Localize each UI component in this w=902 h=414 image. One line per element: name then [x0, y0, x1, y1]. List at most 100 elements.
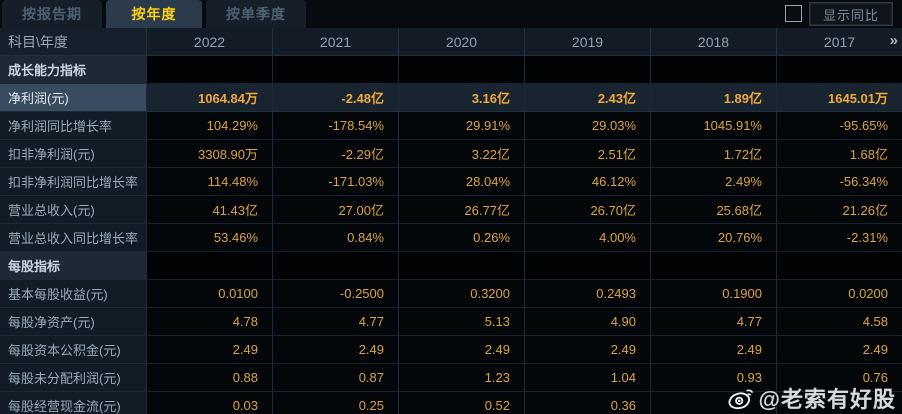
year-header-2020: 2020 — [398, 28, 524, 56]
cell-value: 0.1900 — [650, 280, 776, 308]
cell-value: -178.54% — [272, 112, 398, 140]
cell-value: -95.65% — [776, 112, 902, 140]
cell-value: 4.58 — [776, 308, 902, 336]
cell-value: 1.23 — [398, 364, 524, 392]
cell-value — [650, 56, 776, 84]
cell-value: 2.51亿 — [524, 140, 650, 168]
row-label: 每股未分配利润(元) — [0, 364, 146, 392]
cell-value: 0.0100 — [146, 280, 272, 308]
cell-value: 4.78 — [146, 308, 272, 336]
row-label: 扣非净利润(元) — [0, 140, 146, 168]
cell-value: 2.43亿 — [524, 84, 650, 112]
show-yoy-button[interactable]: 显示同比 — [808, 2, 894, 26]
cell-value — [272, 252, 398, 280]
table-row: 扣非净利润同比增长率 114.48% -171.03% 28.04% 46.12% 2.4… — [0, 168, 902, 196]
cell-value: 29.03% — [524, 112, 650, 140]
cell-value — [650, 392, 776, 414]
table-row: 净利润同比增长率 104.29% -178.54% 29.91% 29.03% 1045.… — [0, 112, 902, 140]
tabbar-spacer — [306, 0, 785, 28]
finance-table: 科目\年度 2022 2021 2020 2019 2018 2017» 成长能力指标 净利… — [0, 28, 902, 414]
more-years-icon[interactable]: » — [889, 32, 898, 49]
corner-header: 科目\年度 — [0, 28, 146, 56]
table-row: 每股未分配利润(元) 0.88 0.87 1.23 1.04 0.93 0.76 — [0, 364, 902, 392]
section-row: 成长能力指标 — [0, 56, 902, 84]
cell-value: 28.04% — [398, 168, 524, 196]
row-label: 营业总收入(元) — [0, 196, 146, 224]
cell-value: 25.68亿 — [650, 196, 776, 224]
cell-value — [650, 252, 776, 280]
cell-value: 4.90 — [524, 308, 650, 336]
cell-value: 0.36 — [524, 392, 650, 414]
cell-value — [398, 252, 524, 280]
cell-value: 4.77 — [650, 308, 776, 336]
year-header-2022: 2022 — [146, 28, 272, 56]
year-header-2017: 2017» — [776, 28, 902, 56]
table-row: 营业总收入同比增长率 53.46% 0.84% 0.26% 4.00% 20.76% -2.… — [0, 224, 902, 252]
row-label: 净利润(元) — [0, 84, 146, 112]
cell-value: 0.93 — [650, 364, 776, 392]
cell-value — [776, 252, 902, 280]
cell-value: -2.31% — [776, 224, 902, 252]
show-yoy-checkbox[interactable] — [784, 5, 802, 22]
table-row: 每股净资产(元) 4.78 4.77 5.13 4.90 4.77 4.58 — [0, 308, 902, 336]
cell-value: -2.29亿 — [272, 140, 398, 168]
cell-value: 3.22亿 — [398, 140, 524, 168]
cell-value — [398, 56, 524, 84]
cell-value: 0.52 — [398, 392, 524, 414]
row-label: 每股净资产(元) — [0, 308, 146, 336]
cell-value: 0.26% — [398, 224, 524, 252]
cell-value — [776, 392, 902, 414]
cell-value: 0.2493 — [524, 280, 650, 308]
cell-value — [146, 56, 272, 84]
cell-value: 0.87 — [272, 364, 398, 392]
cell-value: 1.72亿 — [650, 140, 776, 168]
cell-value: 1064.84万 — [146, 84, 272, 112]
cell-value: 114.48% — [146, 168, 272, 196]
table-row: 营业总收入(元) 41.43亿 27.00亿 26.77亿 26.70亿 25.68亿 21… — [0, 196, 902, 224]
section-row: 每股指标 — [0, 252, 902, 280]
table-row: 每股经营现金流(元) 0.03 0.25 0.52 0.36 — [0, 392, 902, 414]
cell-value: 5.13 — [398, 308, 524, 336]
cell-value: 0.25 — [272, 392, 398, 414]
cell-value: 104.29% — [146, 112, 272, 140]
cell-value — [776, 56, 902, 84]
cell-value: 3308.90万 — [146, 140, 272, 168]
row-label: 营业总收入同比增长率 — [0, 224, 146, 252]
row-label: 成长能力指标 — [0, 56, 146, 84]
cell-value: 1.68亿 — [776, 140, 902, 168]
cell-value — [524, 56, 650, 84]
cell-value: 2.49% — [650, 168, 776, 196]
row-label: 每股经营现金流(元) — [0, 392, 146, 414]
tab-quarterly[interactable]: 按单季度 — [206, 0, 306, 28]
cell-value: 2.49 — [398, 336, 524, 364]
cell-value: 3.16亿 — [398, 84, 524, 112]
table-row: 基本每股收益(元) 0.0100 -0.2500 0.3200 0.2493 0.1900… — [0, 280, 902, 308]
cell-value: 0.03 — [146, 392, 272, 414]
cell-value: 1.89亿 — [650, 84, 776, 112]
tab-report-period[interactable]: 按报告期 — [2, 0, 102, 28]
year-header-2021: 2021 — [272, 28, 398, 56]
cell-value: 21.26亿 — [776, 196, 902, 224]
table-row: 扣非净利润(元) 3308.90万 -2.29亿 3.22亿 2.51亿 1.72亿 1.6… — [0, 140, 902, 168]
year-header-2019: 2019 — [524, 28, 650, 56]
cell-value: 1645.01万 — [776, 84, 902, 112]
cell-value: 20.76% — [650, 224, 776, 252]
table-header-row: 科目\年度 2022 2021 2020 2019 2018 2017» — [0, 28, 902, 56]
cell-value: 0.3200 — [398, 280, 524, 308]
cell-value: 27.00亿 — [272, 196, 398, 224]
cell-value: 0.84% — [272, 224, 398, 252]
cell-value: 4.77 — [272, 308, 398, 336]
tab-annual[interactable]: 按年度 — [106, 0, 202, 28]
table-row: 每股资本公积金(元) 2.49 2.49 2.49 2.49 2.49 2.49 — [0, 336, 902, 364]
cell-value: 26.70亿 — [524, 196, 650, 224]
cell-value: 46.12% — [524, 168, 650, 196]
row-label: 净利润同比增长率 — [0, 112, 146, 140]
cell-value — [524, 252, 650, 280]
row-label: 每股资本公积金(元) — [0, 336, 146, 364]
cell-value: 2.49 — [272, 336, 398, 364]
cell-value: 4.00% — [524, 224, 650, 252]
cell-value — [272, 56, 398, 84]
cell-value: 2.49 — [524, 336, 650, 364]
cell-value: -2.48亿 — [272, 84, 398, 112]
